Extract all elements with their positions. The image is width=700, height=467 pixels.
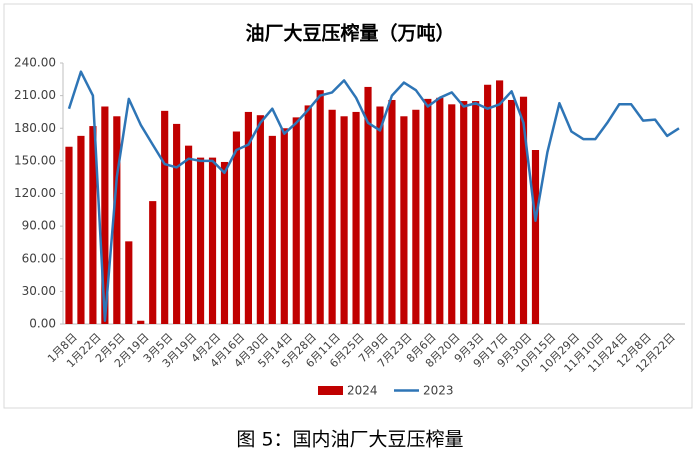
bar [280,128,288,324]
bar [220,161,229,324]
bar [304,105,312,324]
bar [328,109,336,324]
y-tick-label: 240.00 [14,56,56,70]
bar [292,117,300,324]
bar [472,101,480,324]
bar [531,150,540,324]
y-tick-label: 90.00 [22,219,56,233]
bar [161,110,169,324]
line [67,70,680,322]
bar [65,146,73,324]
legend-label: 2024 [347,384,378,398]
bar [268,135,276,324]
bar [196,157,205,324]
bar [316,90,324,324]
bar [412,109,420,324]
bar [460,101,468,324]
y-tick-label: 150.00 [14,153,56,167]
bar [364,86,372,324]
bar [388,99,396,324]
caption: 图 5：国内油厂大豆压榨量 [236,429,463,451]
bar [101,106,109,324]
bar [496,80,504,325]
bar [232,131,241,324]
y-tick-label: 0.00 [29,317,56,331]
chart-title: 油厂大豆压榨量（万吨） [245,22,454,45]
bar [149,201,157,324]
bar [436,97,444,324]
bar [113,116,121,324]
y-tick-label: 180.00 [14,121,56,135]
bar [484,84,492,324]
bar [352,111,360,324]
y-tick-label: 60.00 [22,251,56,265]
bar [400,116,408,324]
bar [208,157,217,324]
bar [424,98,432,324]
bar [173,123,181,325]
legend-label: 2023 [423,384,454,398]
y-tick-label: 120.00 [14,186,56,200]
bar [340,116,348,324]
bar [376,106,384,324]
bar [185,145,193,324]
y-tick-label: 30.00 [22,284,56,298]
bar [89,126,97,324]
y-tick-label: 210.00 [14,88,56,102]
bar [125,241,133,324]
bar [256,115,264,324]
bar [448,104,456,324]
bar [77,135,85,324]
bar [507,99,516,324]
bar [519,96,528,325]
bar [137,320,145,324]
legend-swatch [318,386,343,395]
bar [244,111,252,324]
